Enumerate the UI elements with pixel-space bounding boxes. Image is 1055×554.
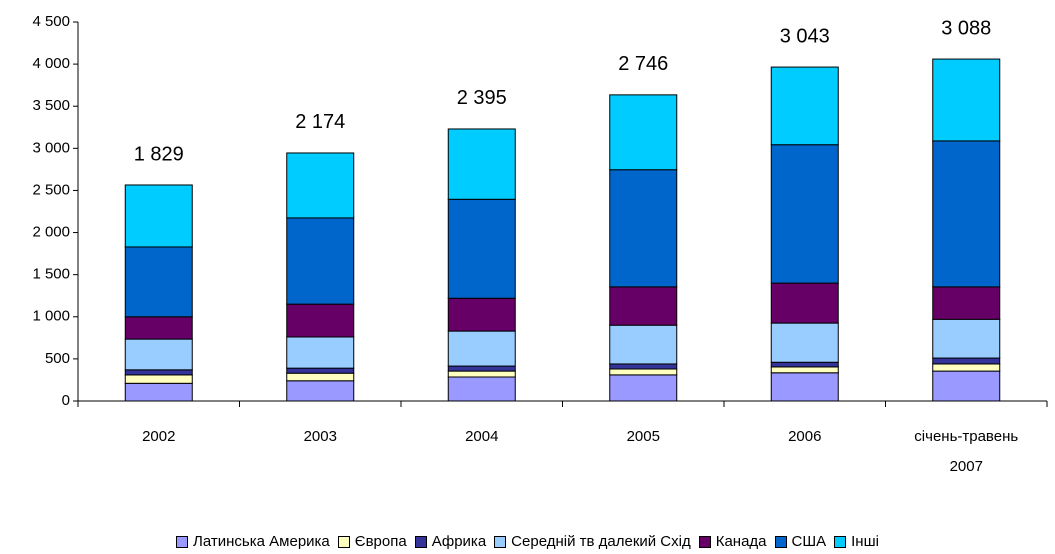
legend-swatch bbox=[414, 535, 427, 548]
bar-segment bbox=[447, 128, 516, 200]
annotation: 3 088 bbox=[941, 17, 991, 39]
y-tick-label: 2 000 bbox=[32, 224, 70, 241]
x-tick-label: січень-травень 2007 bbox=[914, 428, 1019, 475]
bar-segment bbox=[447, 370, 516, 378]
bar-segment bbox=[447, 365, 516, 372]
bar-segment bbox=[286, 217, 355, 305]
legend-swatch bbox=[698, 535, 711, 548]
bar-segment bbox=[770, 66, 839, 146]
annotation: 1 829 bbox=[134, 143, 184, 165]
bar-segment bbox=[124, 374, 193, 384]
legend-label: Африка bbox=[431, 533, 487, 550]
legend-item: Інші bbox=[834, 533, 879, 550]
bar-segment bbox=[932, 58, 1001, 142]
bar-segment bbox=[932, 363, 1001, 372]
bar-segment bbox=[770, 144, 839, 284]
bar-segment bbox=[609, 324, 678, 365]
bar-segment bbox=[932, 140, 1001, 288]
y-tick-label: 3 500 bbox=[32, 97, 70, 114]
legend-label: Канада bbox=[715, 533, 767, 550]
y-tick-label: 4 500 bbox=[32, 13, 70, 30]
annotation: 3 043 bbox=[780, 25, 830, 47]
bar-segment bbox=[124, 382, 193, 402]
y-tick-label: 1 500 bbox=[32, 266, 70, 283]
bar-segment bbox=[770, 361, 839, 368]
bar-segment bbox=[447, 376, 516, 402]
y-tick-label: 3 000 bbox=[32, 139, 70, 156]
bar-segment bbox=[932, 318, 1001, 359]
bar-segment bbox=[286, 380, 355, 402]
bar-segment bbox=[124, 369, 193, 376]
legend-item: Латинська Америка bbox=[176, 533, 330, 550]
bar-segment bbox=[124, 316, 193, 340]
bar-segment bbox=[932, 357, 1001, 365]
y-tick-label: 500 bbox=[45, 350, 70, 367]
bar-segment bbox=[609, 286, 678, 326]
y-tick-label: 2 500 bbox=[32, 181, 70, 198]
bar-segment bbox=[609, 169, 678, 288]
bar-segment bbox=[286, 372, 355, 382]
x-tick-label: 2004 bbox=[465, 428, 499, 445]
legend-label: Інші bbox=[851, 533, 879, 550]
annotation: 2 395 bbox=[457, 87, 507, 109]
bar-segment bbox=[286, 336, 355, 369]
x-tick-label: 2003 bbox=[303, 428, 337, 445]
legend-label: Європа bbox=[354, 533, 407, 550]
bar-segment bbox=[932, 286, 1001, 320]
bar-segment bbox=[447, 330, 516, 367]
legend-item: Європа bbox=[337, 533, 407, 550]
legend-item: Середній тв далекий Схід bbox=[494, 533, 691, 550]
legend-swatch bbox=[337, 535, 350, 548]
bar-segment bbox=[124, 338, 193, 371]
bar-segment bbox=[770, 366, 839, 374]
bar-segment bbox=[609, 363, 678, 370]
bar-segment bbox=[124, 184, 193, 248]
bar-segment bbox=[286, 152, 355, 219]
legend-label: Середній тв далекий Схід bbox=[511, 533, 691, 550]
y-tick-label: 4 000 bbox=[32, 55, 70, 72]
legend-item: Африка bbox=[414, 533, 487, 550]
legend-swatch bbox=[176, 535, 189, 548]
bar-segment bbox=[286, 367, 355, 374]
annotation: 2 174 bbox=[295, 111, 345, 133]
bar-segment bbox=[286, 303, 355, 338]
bar-segment bbox=[932, 370, 1001, 402]
annotation: 2 746 bbox=[618, 53, 668, 75]
x-tick-label: 2002 bbox=[142, 428, 176, 445]
legend-label: Латинська Америка bbox=[193, 533, 330, 550]
bar-segment bbox=[609, 374, 678, 402]
bar-segment bbox=[770, 372, 839, 402]
bar-segment bbox=[609, 368, 678, 376]
bar-segment bbox=[447, 297, 516, 332]
bar-segment bbox=[770, 282, 839, 324]
y-tick-label: 1 000 bbox=[32, 308, 70, 325]
legend-swatch bbox=[774, 535, 787, 548]
legend: Латинська Америка Європа Африка Середній тв… bbox=[0, 533, 1055, 550]
legend-swatch bbox=[834, 535, 847, 548]
legend-swatch bbox=[494, 535, 507, 548]
x-tick-label: 2006 bbox=[788, 428, 822, 445]
legend-label: США bbox=[791, 533, 827, 550]
bar-segment bbox=[124, 246, 193, 318]
x-tick-label: 2005 bbox=[626, 428, 660, 445]
legend-item: США bbox=[774, 533, 827, 550]
bar-segment bbox=[447, 198, 516, 299]
legend-item: Канада bbox=[698, 533, 767, 550]
y-tick-label: 0 bbox=[62, 392, 70, 409]
bar-segment bbox=[770, 322, 839, 363]
bar-segment bbox=[609, 94, 678, 171]
